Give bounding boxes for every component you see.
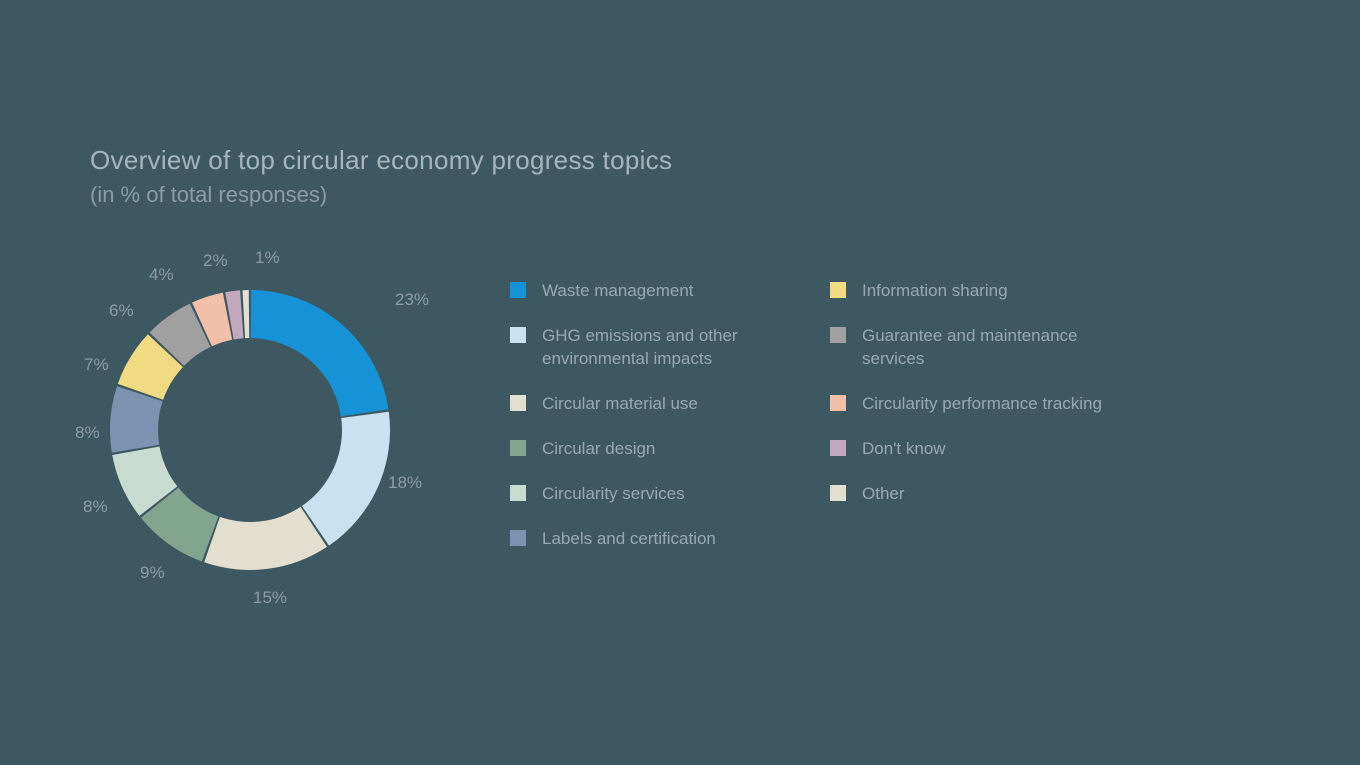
- legend-label: Circularity services: [542, 483, 685, 506]
- legend-swatch: [510, 327, 526, 343]
- legend-item: Other: [830, 483, 1130, 506]
- legend-column: Waste management GHG emissions and other …: [510, 280, 810, 573]
- slice-percent-label: 4%: [149, 265, 174, 285]
- chart-heading: Overview of top circular economy progres…: [90, 145, 672, 208]
- legend-label: Guarantee and maintenance services: [862, 325, 1102, 371]
- legend-label: Don't know: [862, 438, 946, 461]
- legend-swatch: [830, 485, 846, 501]
- slice-percent-label: 9%: [140, 563, 165, 583]
- donut-slice: [302, 412, 390, 546]
- legend-item: Circular material use: [510, 393, 810, 416]
- legend-item: GHG emissions and other environmental im…: [510, 325, 810, 371]
- slice-percent-label: 15%: [253, 588, 287, 608]
- legend-item: Don't know: [830, 438, 1130, 461]
- legend-label: Other: [862, 483, 905, 506]
- legend-swatch: [510, 395, 526, 411]
- legend-swatch: [830, 327, 846, 343]
- legend-swatch: [830, 440, 846, 456]
- legend-swatch: [510, 282, 526, 298]
- slice-percent-label: 8%: [83, 497, 108, 517]
- legend-item: Circularity performance tracking: [830, 393, 1130, 416]
- legend-label: Circular design: [542, 438, 655, 461]
- slice-percent-label: 8%: [75, 423, 100, 443]
- slice-percent-label: 1%: [255, 248, 280, 268]
- donut-slice: [243, 290, 250, 338]
- chart-title: Overview of top circular economy progres…: [90, 145, 672, 176]
- legend-column: Information sharing Guarantee and mainten…: [830, 280, 1130, 528]
- slice-percent-label: 6%: [109, 301, 134, 321]
- legend-swatch: [830, 395, 846, 411]
- slice-percent-label: 18%: [388, 473, 422, 493]
- legend-item: Waste management: [510, 280, 810, 303]
- slice-percent-label: 2%: [203, 251, 228, 271]
- donut-chart: 23%18%15%9%8%8%7%6%4%2%1%: [85, 255, 425, 615]
- legend-label: Waste management: [542, 280, 694, 303]
- legend-item: Circularity services: [510, 483, 810, 506]
- slice-percent-label: 23%: [395, 290, 429, 310]
- legend-label: GHG emissions and other environmental im…: [542, 325, 782, 371]
- legend-swatch: [510, 440, 526, 456]
- legend-label: Circular material use: [542, 393, 698, 416]
- slice-percent-label: 7%: [84, 355, 109, 375]
- legend-swatch: [510, 485, 526, 501]
- legend-label: Labels and certification: [542, 528, 716, 551]
- legend-label: Circularity performance tracking: [862, 393, 1102, 416]
- legend-item: Circular design: [510, 438, 810, 461]
- legend-swatch: [830, 282, 846, 298]
- chart-subtitle: (in % of total responses): [90, 182, 672, 208]
- donut-svg: [110, 290, 390, 570]
- legend-swatch: [510, 530, 526, 546]
- legend-item: Guarantee and maintenance services: [830, 325, 1130, 371]
- donut-slice: [251, 290, 389, 416]
- donut-slice: [204, 507, 327, 570]
- legend-label: Information sharing: [862, 280, 1008, 303]
- legend-item: Information sharing: [830, 280, 1130, 303]
- legend-item: Labels and certification: [510, 528, 810, 551]
